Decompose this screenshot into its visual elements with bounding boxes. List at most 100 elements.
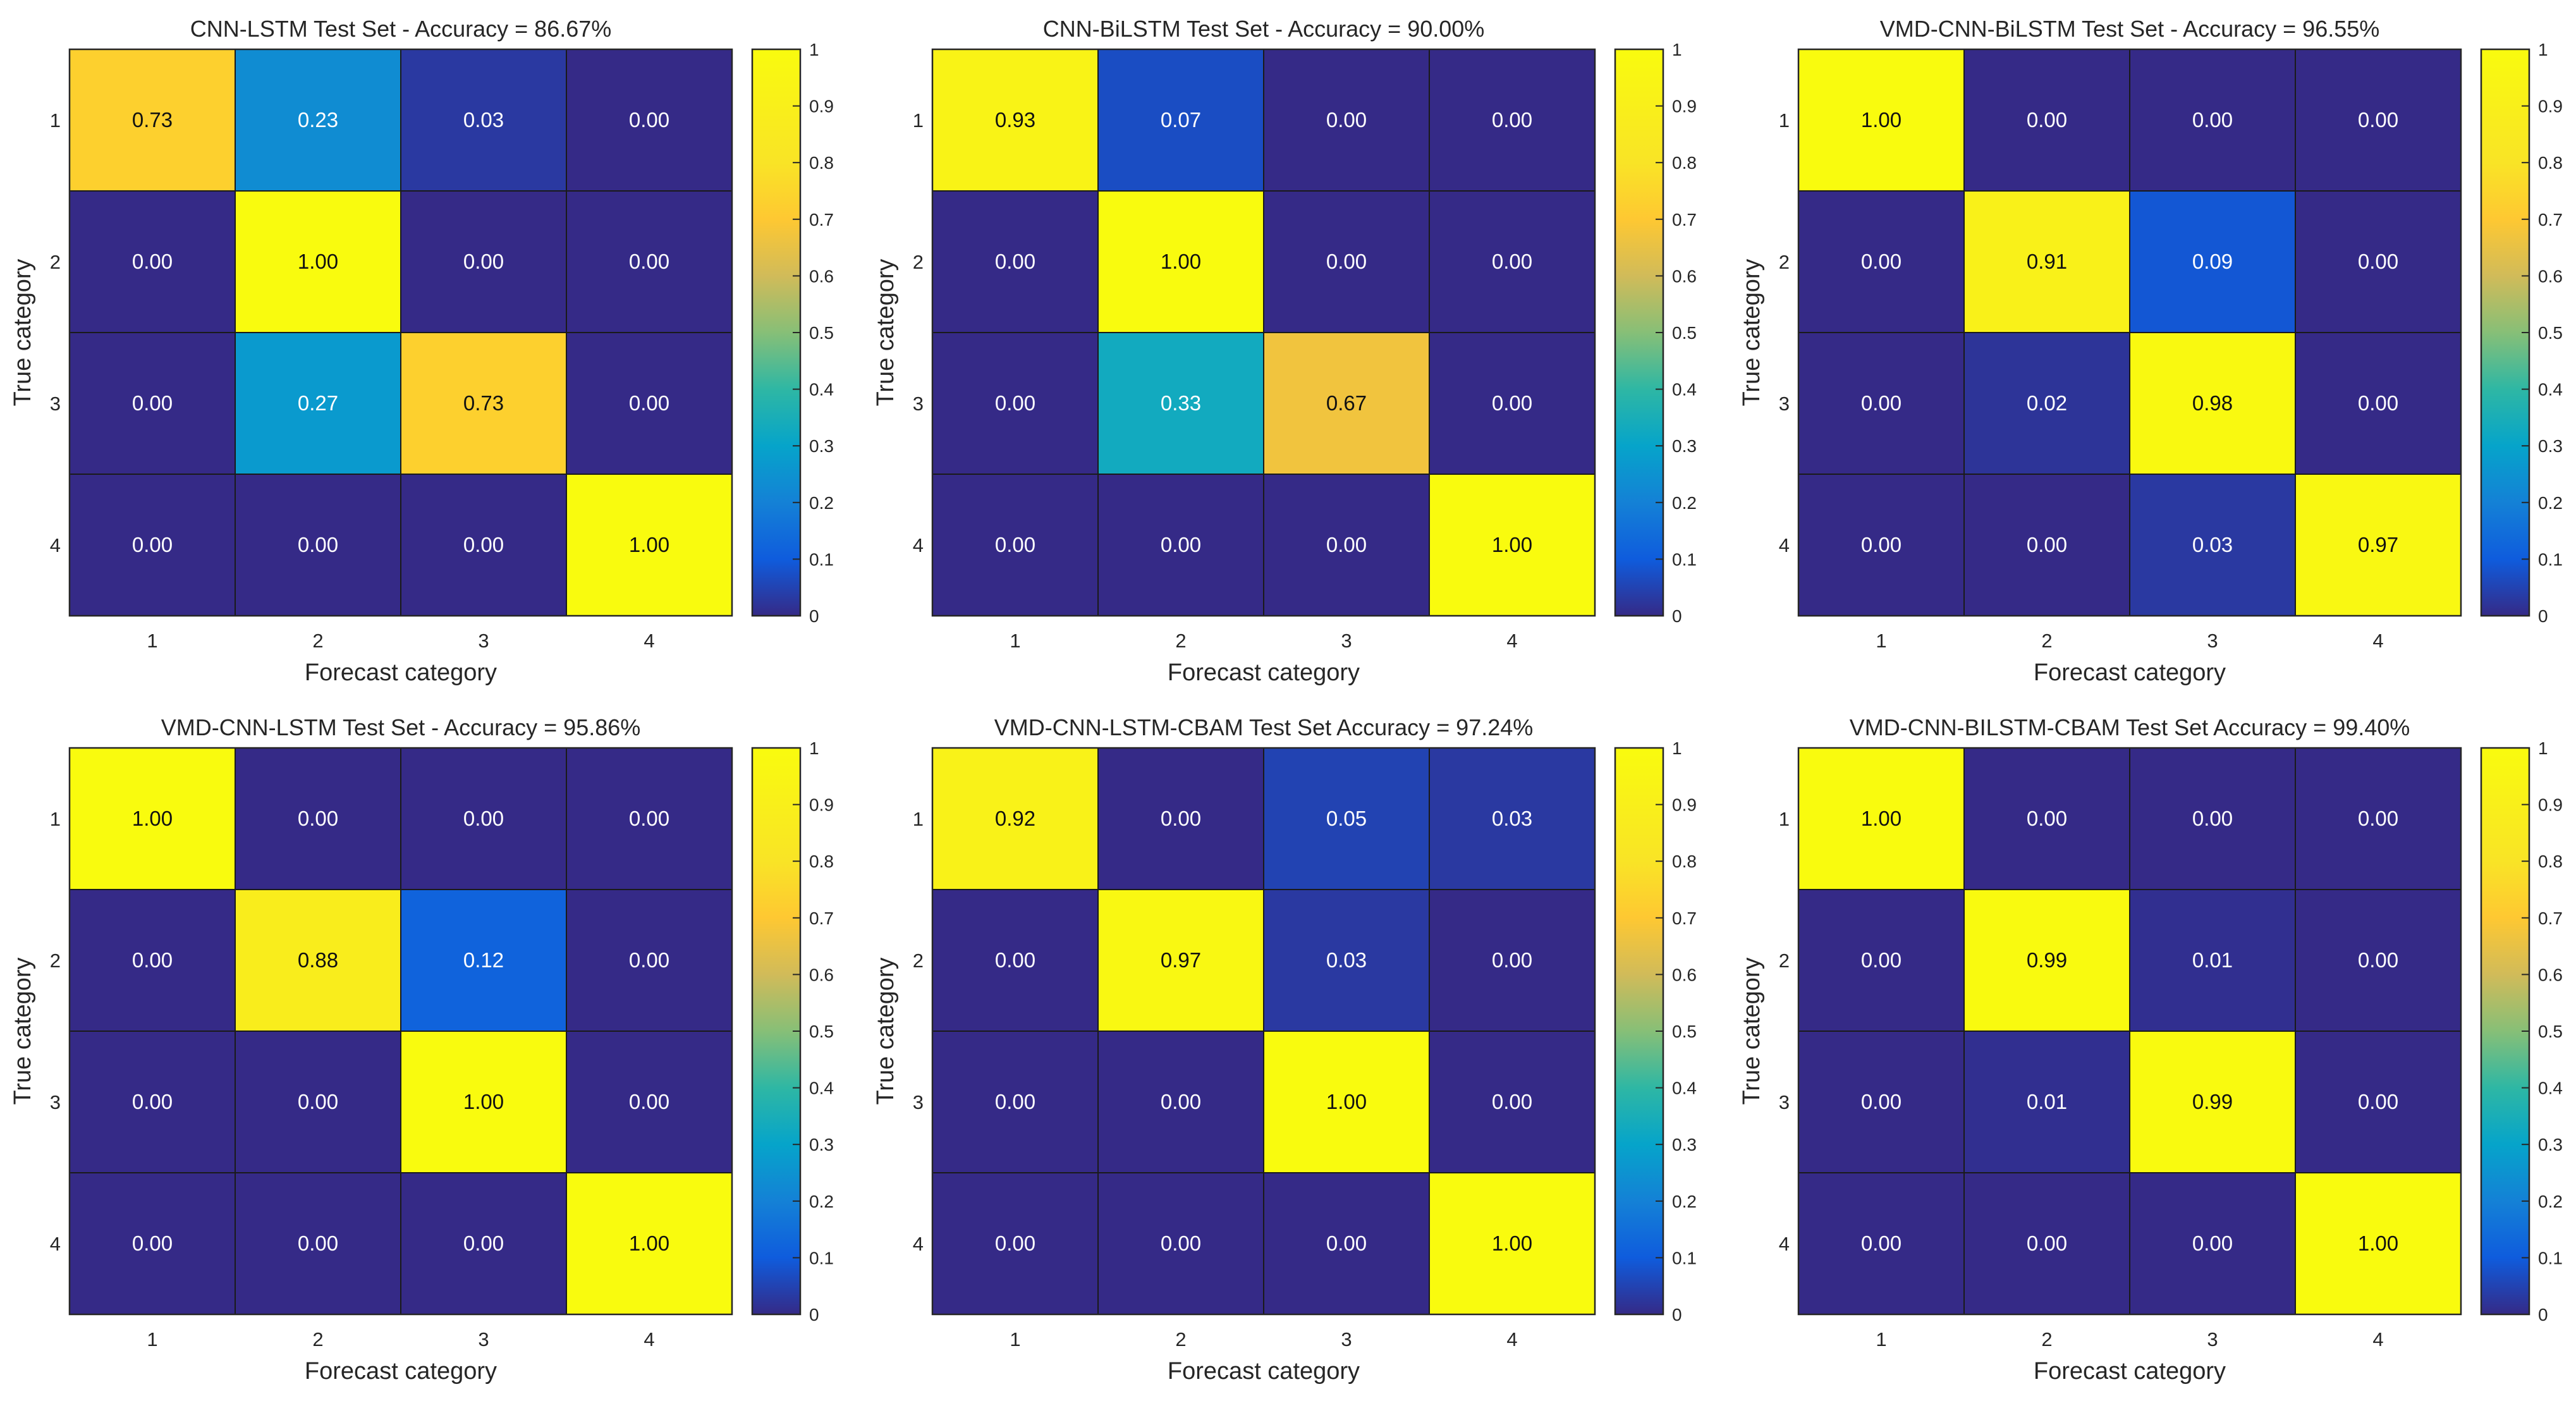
cell-value-label: 0.00: [1326, 108, 1367, 132]
cell-value-label: 1.00: [1326, 1090, 1367, 1113]
heatmap-cell: [1429, 474, 1596, 616]
x-axis-label: Forecast category: [1168, 659, 1360, 686]
cell-value-label: 0.92: [995, 807, 1035, 830]
colorbar: [751, 747, 802, 1316]
y-axis-label: True category: [1738, 259, 1765, 406]
heatmap-cell: [2295, 332, 2462, 475]
plot-frame: [931, 48, 1596, 617]
heatmap-cell: [2129, 1172, 2296, 1315]
colorbar-tick-label: 0.1: [2538, 1248, 2563, 1268]
colorbar-tick-label: 0.4: [809, 380, 834, 400]
colorbar-tick-label: 0.4: [2538, 380, 2563, 400]
heatmap-cell: [2295, 474, 2462, 616]
cell-value-label: 1.00: [629, 533, 669, 556]
heatmap-cell: [1263, 49, 1430, 192]
plot-frame: [68, 747, 733, 1316]
colorbar-tick-label: 0.6: [1672, 965, 1697, 984]
chart-title: VMD-CNN-LSTM Test Set - Accuracy = 95.86…: [161, 714, 641, 740]
chart-title: VMD-CNN-LSTM-CBAM Test Set Accuracy = 97…: [994, 714, 1534, 740]
heatmap-cell: [932, 332, 1099, 475]
colorbar-tick-label: 0.8: [809, 852, 834, 871]
colorbar-tick-label: 0.7: [1672, 210, 1697, 229]
x-tick-label: 3: [2207, 630, 2218, 652]
x-tick-label: 3: [2207, 1328, 2218, 1350]
heatmap-cell: [69, 889, 236, 1032]
cell-value-label: 0.00: [2027, 1232, 2067, 1255]
x-tick-label: 4: [2372, 1328, 2383, 1350]
x-tick-label: 1: [147, 1328, 157, 1350]
cell-value-label: 0.00: [2358, 391, 2398, 415]
y-axis-label: True category: [872, 259, 899, 406]
heatmap-cell: [1429, 190, 1596, 333]
cell-value-label: 0.00: [1492, 1090, 1532, 1113]
heatmap-cell: [235, 1172, 401, 1315]
heatmap-cell: [932, 747, 1099, 890]
cell-value-label: 0.91: [2027, 250, 2067, 273]
heatmap-cell: [1097, 474, 1264, 616]
cell-value-label: 0.97: [1161, 948, 1201, 972]
cell-value-label: 0.00: [2358, 948, 2398, 972]
cell-value-label: 0.00: [463, 1232, 504, 1255]
cell-value-label: 1.00: [1861, 807, 1901, 830]
y-tick-label: 3: [50, 1091, 61, 1113]
cell-value-label: 0.00: [629, 108, 669, 132]
y-tick-label: 4: [1779, 1233, 1790, 1255]
cell-value-label: 0.00: [995, 1232, 1035, 1255]
heatmap-cell: [235, 747, 401, 890]
cell-value-label: 0.00: [2027, 108, 2067, 132]
cell-value-label: 0.00: [132, 391, 173, 415]
cell-value-label: 0.00: [2192, 108, 2233, 132]
cell-value-label: 0.99: [2027, 948, 2067, 972]
heatmap-cell: [1798, 747, 1965, 890]
heatmap-cell: [566, 190, 733, 333]
heatmap-cell: [2295, 747, 2462, 890]
cell-value-label: 1.00: [1492, 1232, 1532, 1255]
heatmap-cell: [2295, 1172, 2462, 1315]
x-tick-label: 4: [644, 630, 654, 652]
heatmap-cell: [566, 332, 733, 475]
heatmap-cell: [932, 49, 1099, 192]
cell-value-label: 0.00: [1861, 1090, 1901, 1113]
colorbar-tick-label: 0.8: [809, 153, 834, 173]
cell-value-label: 1.00: [629, 1232, 669, 1255]
colorbar-tick-label: 0.3: [2538, 1135, 2563, 1154]
heatmap-panel-3: VMD-CNN-BiLSTM Test Set - Accuracy = 96.…: [1738, 16, 2563, 686]
colorbar-tick-label: 0.2: [2538, 1192, 2563, 1211]
cell-value-label: 1.00: [463, 1090, 504, 1113]
cell-value-label: 0.00: [995, 391, 1035, 415]
colorbar-tick-label: 0.8: [1672, 852, 1697, 871]
heatmap-cell: [69, 474, 236, 616]
cell-value-label: 0.27: [298, 391, 338, 415]
heatmap-cell: [1263, 474, 1430, 616]
y-tick-label: 2: [913, 251, 924, 273]
heatmap-cell: [1263, 747, 1430, 890]
colorbar-tick-label: 0.1: [1672, 1248, 1697, 1268]
cell-value-label: 0.00: [1492, 250, 1532, 273]
heatmap-cell: [1963, 332, 2130, 475]
heatmap-cell: [1798, 1031, 1965, 1173]
cell-value-label: 0.00: [132, 533, 173, 556]
colorbar-tick-label: 0.7: [2538, 210, 2563, 229]
heatmap-cell: [2129, 332, 2296, 475]
cell-value-label: 0.00: [1326, 533, 1367, 556]
heatmap-cell: [1963, 474, 2130, 616]
cell-value-label: 0.00: [2027, 533, 2067, 556]
colorbar-tick-label: 0.7: [809, 909, 834, 928]
colorbar: [1614, 747, 1664, 1316]
colorbar-tick-label: 0.9: [1672, 795, 1697, 815]
cell-value-label: 0.01: [2192, 948, 2233, 972]
heatmap-cell: [566, 474, 733, 616]
x-tick-label: 3: [1341, 630, 1352, 652]
colorbar-tick-label: 1: [809, 40, 819, 59]
y-tick-label: 2: [50, 251, 61, 273]
colorbar-tick-label: 0.2: [2538, 493, 2563, 513]
cell-value-label: 0.03: [1492, 807, 1532, 830]
cell-value-label: 0.00: [995, 533, 1035, 556]
colorbar: [2480, 747, 2530, 1316]
colorbar-tick-label: 0.9: [809, 97, 834, 116]
heatmap-cell: [1963, 1031, 2130, 1173]
cell-value-label: 0.12: [463, 948, 504, 972]
x-axis-label: Forecast category: [305, 659, 497, 686]
colorbar-tick-label: 0.5: [809, 1022, 834, 1041]
